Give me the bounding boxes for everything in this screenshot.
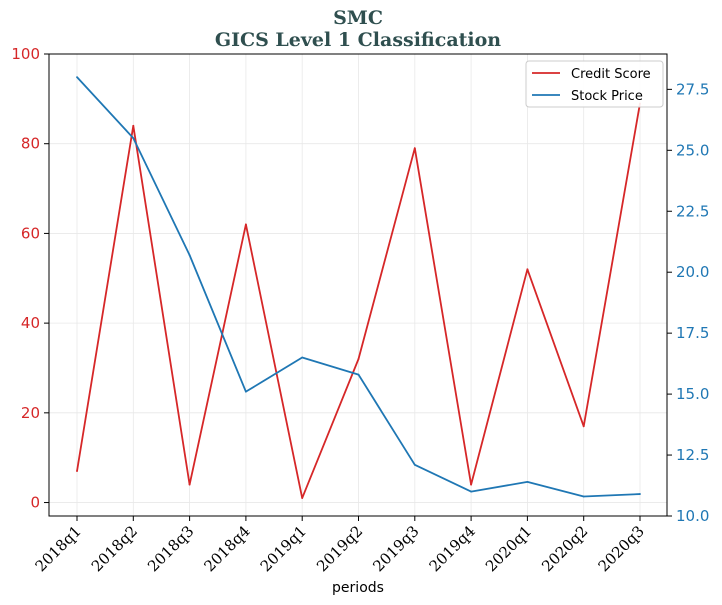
grid-layer [49,53,667,516]
credit-score-point [245,223,247,226]
x-axis-tick-label: 2020q3 [595,522,648,575]
right-axis-tick-label: 15.0 [676,385,709,403]
stock-price-point [526,480,529,483]
x-axis: 2018q1 2018q2 2018q3 2018q4 2019q1 2019q2 2019… [32,516,648,575]
series-layer [76,76,641,499]
left-axis-tick-label: 40 [21,314,40,332]
x-axis-tick-label: 2018q2 [88,522,141,575]
stock-price-point [639,493,641,495]
legend: Credit Score Stock Price [525,60,664,108]
stock-price-point [413,463,416,466]
credit-score-point [413,147,416,150]
right-axis-tick-label: 22.5 [676,202,709,220]
stock-price-point [76,76,78,79]
x-axis-tick-label: 2018q4 [200,522,253,575]
right-axis-tick-label: 20.0 [676,263,709,281]
credit-score-point [76,470,78,473]
stock-price-point [301,356,304,359]
x-axis-tick-label: 2019q2 [313,522,366,575]
x-axis-tick-label: 2018q3 [144,522,197,575]
credit-score-point [188,483,191,486]
credit-score-point [132,124,135,127]
right-axis-tick-label: 12.5 [676,446,709,464]
plot-frame [48,53,668,517]
right-axis-tick-label: 27.5 [676,80,709,98]
right-axis-tick-label: 17.5 [676,324,709,342]
credit-score-point [357,358,360,360]
right-axis-tick-label: 10.0 [676,507,709,525]
left-axis-tick-label: 100 [11,45,40,63]
right-axis-tick-label: 25.0 [676,141,709,159]
chart-title: SMC [333,7,383,29]
stock-price-point [188,254,191,257]
left-axis-tick-label: 20 [21,404,40,422]
left-axis: 0 20 40 60 80 100 [11,45,49,512]
x-axis-tick-label: 2019q4 [426,522,479,575]
x-axis-tick-label: 2019q3 [369,522,422,575]
stock-price-point [132,137,135,140]
stock-price-point [245,390,247,393]
x-axis-tick-label: 2020q2 [538,522,591,575]
stock-price-point [470,490,472,493]
credit-score-point [470,483,472,486]
credit-score-point [526,268,529,271]
right-axis: 10.0 12.5 15.0 17.5 20.0 22.5 25.0 27.5 [667,80,709,525]
legend-label-credit-score: Credit Score [571,67,651,82]
stock-price-point [357,373,360,376]
credit-score-point [301,497,304,499]
x-axis-label: periods [332,580,384,596]
left-axis-tick-label: 0 [30,494,40,512]
credit-score-point [582,425,585,428]
legend-label-stock-price: Stock Price [571,89,643,104]
x-axis-tick-label: 2020q1 [482,522,535,575]
legend-box [525,60,664,108]
stock-price-point [582,495,585,498]
left-axis-tick-label: 60 [21,224,40,242]
left-axis-tick-label: 80 [21,135,40,153]
x-axis-tick-label: 2018q1 [32,522,85,575]
chart-subtitle: GICS Level 1 Classification [215,29,501,51]
x-axis-tick-label: 2019q1 [257,522,310,575]
